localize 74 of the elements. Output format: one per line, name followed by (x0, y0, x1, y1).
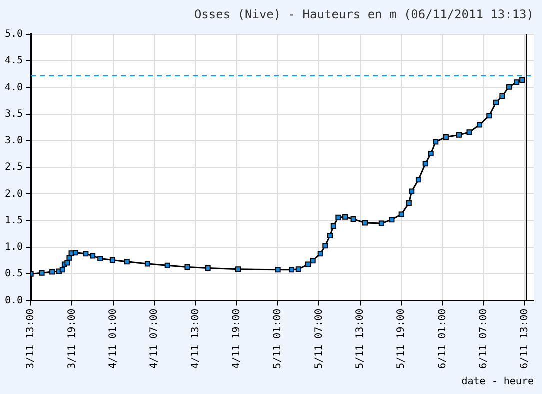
y-tick-label: 2.0 (5, 188, 24, 200)
point (184, 264, 190, 270)
x-axis-title: date - heure (462, 376, 534, 388)
point (477, 122, 483, 128)
x-tick-label: 4/11 19:00 (231, 308, 242, 370)
y-tick-label: 2.5 (5, 162, 24, 174)
point (350, 216, 356, 222)
point (456, 132, 462, 138)
x-tick-label: 3/11 19:00 (66, 308, 78, 370)
point (39, 270, 45, 276)
point (205, 266, 211, 272)
point (275, 267, 281, 273)
point (236, 266, 242, 272)
point (72, 250, 78, 256)
x-tick-label: 5/11 07:00 (314, 308, 325, 370)
y-tick-label: 0.5 (5, 268, 24, 280)
x-tick-label: 4/11 13:00 (190, 308, 202, 370)
point (416, 177, 422, 183)
y-tick-label: 0.0 (5, 295, 24, 306)
point (296, 266, 302, 272)
point (110, 258, 116, 264)
x-tick-label: 5/11 01:00 (272, 308, 284, 370)
point (466, 130, 472, 136)
point (90, 253, 96, 259)
point (362, 220, 368, 226)
point (144, 261, 150, 267)
point (409, 188, 415, 194)
point (50, 269, 56, 275)
point (514, 80, 520, 86)
point (433, 139, 439, 145)
x-tick-label: 4/11 01:00 (108, 308, 119, 370)
point (443, 134, 449, 140)
y-tick-label: 1.5 (5, 215, 24, 226)
point (342, 214, 348, 220)
x-tick-label: 6/11 13:00 (520, 308, 531, 370)
chart-title: Osses (Nive) - Hauteurs en m (06/11/2011 13:13) (194, 7, 534, 22)
point (66, 255, 72, 261)
point (124, 259, 130, 265)
point (520, 77, 526, 83)
y-tick-label: 5.0 (5, 28, 24, 40)
point (389, 217, 395, 223)
x-tick-label: 3/11 13:00 (26, 308, 37, 370)
point (330, 223, 336, 229)
point (506, 84, 512, 90)
x-tick-label: 4/11 07:00 (149, 308, 160, 370)
point (60, 267, 66, 273)
point (422, 161, 428, 167)
y-tick-label: 3.0 (5, 136, 24, 147)
point (378, 220, 384, 226)
point (64, 260, 70, 266)
point (289, 267, 295, 273)
x-tick-label: 5/11 19:00 (396, 308, 408, 370)
point (318, 251, 324, 257)
y-tick-label: 4.5 (5, 56, 24, 67)
point (310, 258, 316, 264)
point (83, 251, 89, 257)
point (336, 214, 342, 220)
point (322, 243, 328, 249)
x-tick-label: 6/11 07:00 (478, 308, 490, 370)
point (398, 212, 404, 218)
point (494, 100, 500, 106)
point (98, 256, 104, 262)
x-tick-label: 5/11 13:00 (355, 308, 366, 370)
point (486, 113, 492, 119)
point (164, 262, 170, 268)
y-tick-label: 1.0 (5, 242, 24, 254)
point (327, 233, 333, 239)
point (428, 150, 434, 157)
point (406, 200, 412, 206)
y-tick-label: 3.5 (5, 108, 24, 120)
point (500, 93, 506, 99)
point (306, 262, 312, 268)
y-tick-label: 4.0 (5, 82, 24, 94)
x-tick-label: 6/11 01:00 (437, 308, 448, 370)
